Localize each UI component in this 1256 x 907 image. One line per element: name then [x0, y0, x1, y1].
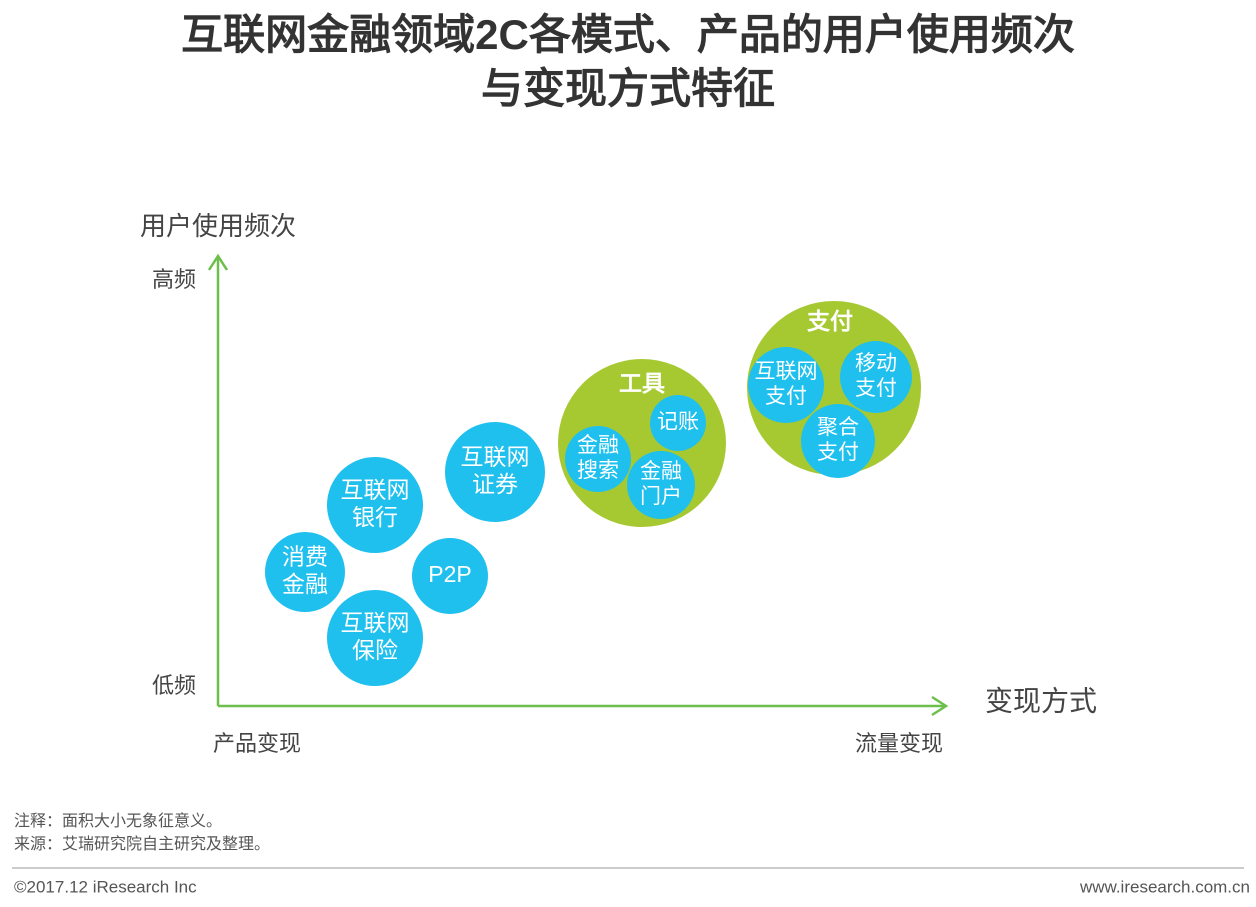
title-line: 与变现方式特征 [481, 65, 775, 112]
axes [207, 253, 949, 717]
bubble-label: 门户 [640, 485, 682, 508]
note: 来源：艾瑞研究院自主研究及整理。 [14, 835, 270, 853]
bubble-label: P2P [428, 561, 471, 587]
bubble-label: 金融 [640, 460, 682, 483]
bubble [801, 404, 875, 478]
x-title: 变现方式 [985, 685, 1097, 716]
bubble-label: 金融 [577, 434, 619, 457]
bubble [627, 451, 695, 519]
bubble-label: 证券 [472, 471, 518, 497]
bubble [265, 532, 345, 612]
bubble [840, 341, 912, 413]
bubble-label: 搜索 [577, 459, 619, 482]
y-low: 低频 [152, 673, 196, 698]
group-label: 工具 [619, 370, 665, 396]
title-line: 互联网金融领域2C各模式、产品的用户使用频次 [181, 11, 1075, 58]
bubble [327, 457, 423, 553]
bubble [445, 422, 545, 522]
footer-right: www.iresearch.com.cn [1079, 877, 1250, 896]
y-arrow [207, 253, 229, 271]
y-title: 用户使用频次 [140, 211, 296, 241]
x-arrow [931, 695, 949, 717]
bubble [327, 590, 423, 686]
bubble-label: 聚合 [817, 416, 859, 439]
bubble-label: 消费 [282, 543, 328, 569]
bubble [650, 395, 706, 451]
bubble-label: 互联网 [461, 443, 530, 469]
x-right: 流量变现 [855, 731, 943, 756]
x-left: 产品变现 [213, 731, 301, 756]
bubble-label: 金融 [282, 571, 328, 597]
bubble-label: 银行 [352, 504, 398, 530]
bubble-label: 支付 [855, 377, 897, 400]
bubble [565, 426, 631, 492]
bubble-label: 互联网 [341, 609, 410, 635]
bubble-label: 互联网 [755, 360, 818, 383]
note: 注释：面积大小无象征意义。 [14, 811, 222, 830]
footer-left: ©2017.12 iResearch Inc [14, 877, 197, 896]
y-high: 高频 [152, 267, 196, 292]
bubble-label: 支付 [765, 385, 807, 408]
bubble-label: 记账 [657, 411, 699, 434]
bubble-label: 支付 [817, 441, 859, 464]
bubble [748, 347, 824, 423]
bubble-label: 互联网 [341, 476, 410, 502]
bubble-label: 移动 [855, 352, 897, 375]
group-label: 支付 [806, 308, 853, 334]
bubble [412, 538, 488, 614]
bubble-label: 保险 [352, 637, 398, 663]
